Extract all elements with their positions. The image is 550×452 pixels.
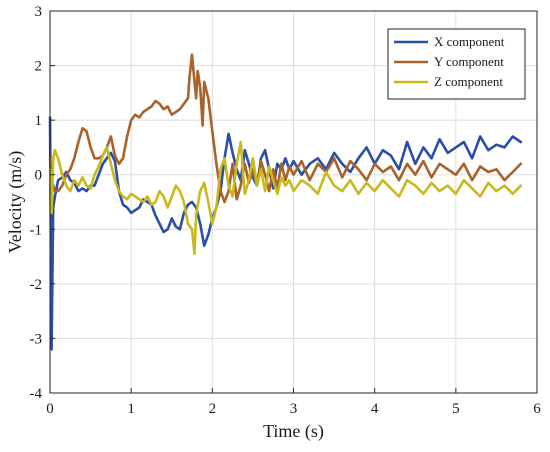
y-tick-label: -3	[30, 331, 43, 347]
y-tick-label: -4	[30, 386, 43, 402]
legend-label: X component	[434, 34, 505, 49]
y-tick-label: 0	[35, 168, 43, 184]
series-lines	[48, 53, 523, 351]
x-tick-label: 6	[533, 401, 541, 417]
legend-label: Y component	[434, 54, 504, 69]
x-tick-label: 0	[46, 401, 54, 417]
y-tick-label: 3	[35, 4, 43, 20]
y-tick-label: 2	[35, 59, 43, 75]
y-tick-label: -2	[30, 277, 43, 293]
y-tick-label: 1	[35, 113, 43, 129]
x-tick-label: 3	[290, 401, 298, 417]
x-tick-label: 4	[371, 401, 379, 417]
x-tick-label: 2	[209, 401, 217, 417]
x-tick-label: 5	[452, 401, 460, 417]
series-line-x-component	[48, 116, 523, 351]
legend-label: Z component	[434, 74, 503, 89]
series-line-z-component	[48, 140, 523, 256]
y-tick-label: -1	[30, 222, 43, 238]
x-axis-title: Time (s)	[263, 421, 324, 442]
y-axis-title: Velocity (m/s)	[5, 151, 26, 253]
x-tick-label: 1	[127, 401, 135, 417]
legend-box	[387, 28, 526, 100]
legend: X component Y component Z component	[387, 28, 526, 100]
ticks: 0 1 2 3 4 5 6 -4 -3 -2 -1 0 1 2 3	[30, 4, 542, 417]
